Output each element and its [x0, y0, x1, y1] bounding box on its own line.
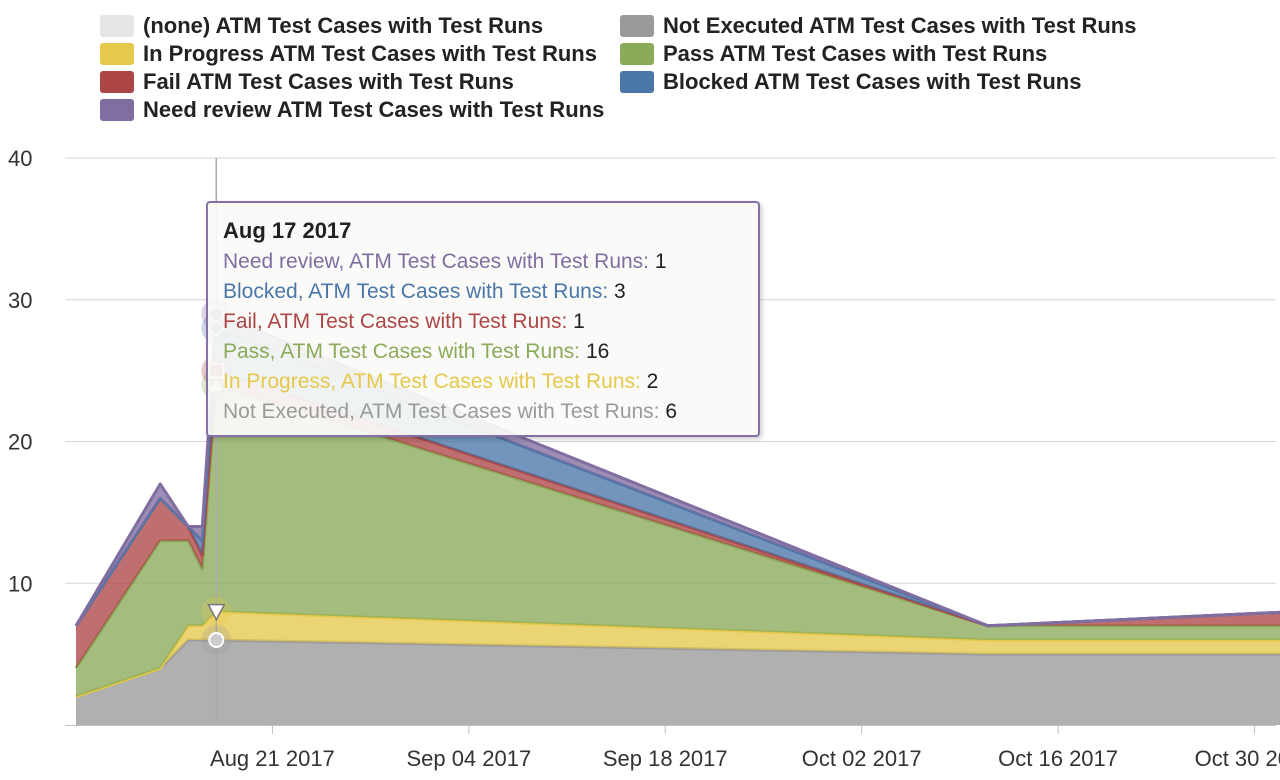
tooltip-row: In Progress, ATM Test Cases with Test Ru… [223, 370, 758, 400]
tooltip-series-value: 3 [614, 280, 626, 303]
tooltip-row: Blocked, ATM Test Cases with Test Runs: … [223, 280, 758, 310]
legend-item[interactable]: Pass ATM Test Cases with Test Runs [620, 40, 1047, 68]
tooltip-row: Need review, ATM Test Cases with Test Ru… [223, 250, 758, 280]
y-tick-label: 40 [8, 146, 32, 171]
axes: 10 20 30 40 Aug 21 2017 Sep 04 2017 Sep 18 201… [8, 146, 1280, 771]
tooltip-title: Aug 17 2017 [223, 218, 352, 243]
tooltip-series-label: Pass, ATM Test Cases with Test Runs: [223, 340, 586, 363]
x-tick-label: Aug 21 2017 [210, 746, 335, 771]
hover-marker [207, 603, 226, 622]
legend-swatch [620, 15, 654, 37]
legend-item[interactable]: Not Executed ATM Test Cases with Test Ru… [620, 12, 1136, 40]
legend-label: In Progress ATM Test Cases with Test Run… [143, 41, 597, 66]
tooltip-series-label: Blocked, ATM Test Cases with Test Runs: [223, 280, 614, 303]
legend-swatch [620, 43, 654, 65]
tooltip-row: Not Executed, ATM Test Cases with Test R… [223, 400, 758, 430]
tooltip-series-label: Fail, ATM Test Cases with Test Runs: [223, 310, 574, 333]
x-tick-label: Sep 04 2017 [406, 746, 531, 771]
hover-marker [208, 631, 225, 648]
y-tick-label: 30 [8, 288, 32, 313]
legend-label: Not Executed ATM Test Cases with Test Ru… [663, 13, 1137, 38]
chart-tooltip: Aug 17 2017 Need review, ATM Test Cases … [206, 201, 760, 437]
y-tick-label: 10 [8, 571, 32, 596]
tooltip-series-value: 16 [585, 340, 610, 363]
area-fill [76, 640, 1280, 725]
legend-swatch [100, 71, 134, 93]
legend-label: Pass ATM Test Cases with Test Runs [663, 41, 1048, 66]
x-tick-label: Oct 30 2017 [1195, 746, 1280, 771]
tooltip-series-label: Need review, ATM Test Cases with Test Ru… [223, 250, 655, 273]
tooltip-rows: Need review, ATM Test Cases with Test Ru… [223, 250, 758, 430]
legend-label: Blocked ATM Test Cases with Test Runs [663, 69, 1082, 94]
tooltip-series-value: 1 [654, 250, 667, 273]
legend-item[interactable]: (none) ATM Test Cases with Test Runs [100, 12, 543, 40]
tooltip-series-value: 6 [665, 400, 678, 423]
legend-swatch [100, 43, 134, 65]
tooltip-series-value: 2 [646, 370, 659, 393]
legend-label: Need review ATM Test Cases with Test Run… [143, 97, 605, 122]
legend-swatch [100, 99, 134, 121]
legend-item[interactable]: Blocked ATM Test Cases with Test Runs [620, 68, 1081, 96]
x-tick-label: Sep 18 2017 [603, 746, 728, 771]
area-fill [76, 611, 1280, 697]
x-tick-label: Oct 02 2017 [802, 746, 922, 771]
legend-item[interactable]: Need review ATM Test Cases with Test Run… [100, 96, 604, 124]
series-line [74, 312, 1280, 628]
tooltip-row: Fail, ATM Test Cases with Test Runs: 1 [223, 310, 758, 340]
x-tick-label: Oct 16 2017 [998, 746, 1118, 771]
legend-swatch [100, 15, 134, 37]
tooltip-row: Pass, ATM Test Cases with Test Runs: 16 [223, 340, 758, 370]
legend-item[interactable]: In Progress ATM Test Cases with Test Run… [100, 40, 597, 68]
area-fill [76, 384, 1280, 697]
legend-label: (none) ATM Test Cases with Test Runs [143, 13, 544, 38]
tooltip-series-label: Not Executed, ATM Test Cases with Test R… [223, 400, 666, 423]
tooltip-series-label: In Progress, ATM Test Cases with Test Ru… [223, 370, 647, 393]
legend-swatch [620, 71, 654, 93]
legend-label: Fail ATM Test Cases with Test Runs [143, 69, 514, 94]
tooltip-series-value: 1 [573, 310, 585, 333]
legend-item[interactable]: Fail ATM Test Cases with Test Runs [100, 68, 514, 96]
y-tick-label: 20 [8, 430, 32, 455]
